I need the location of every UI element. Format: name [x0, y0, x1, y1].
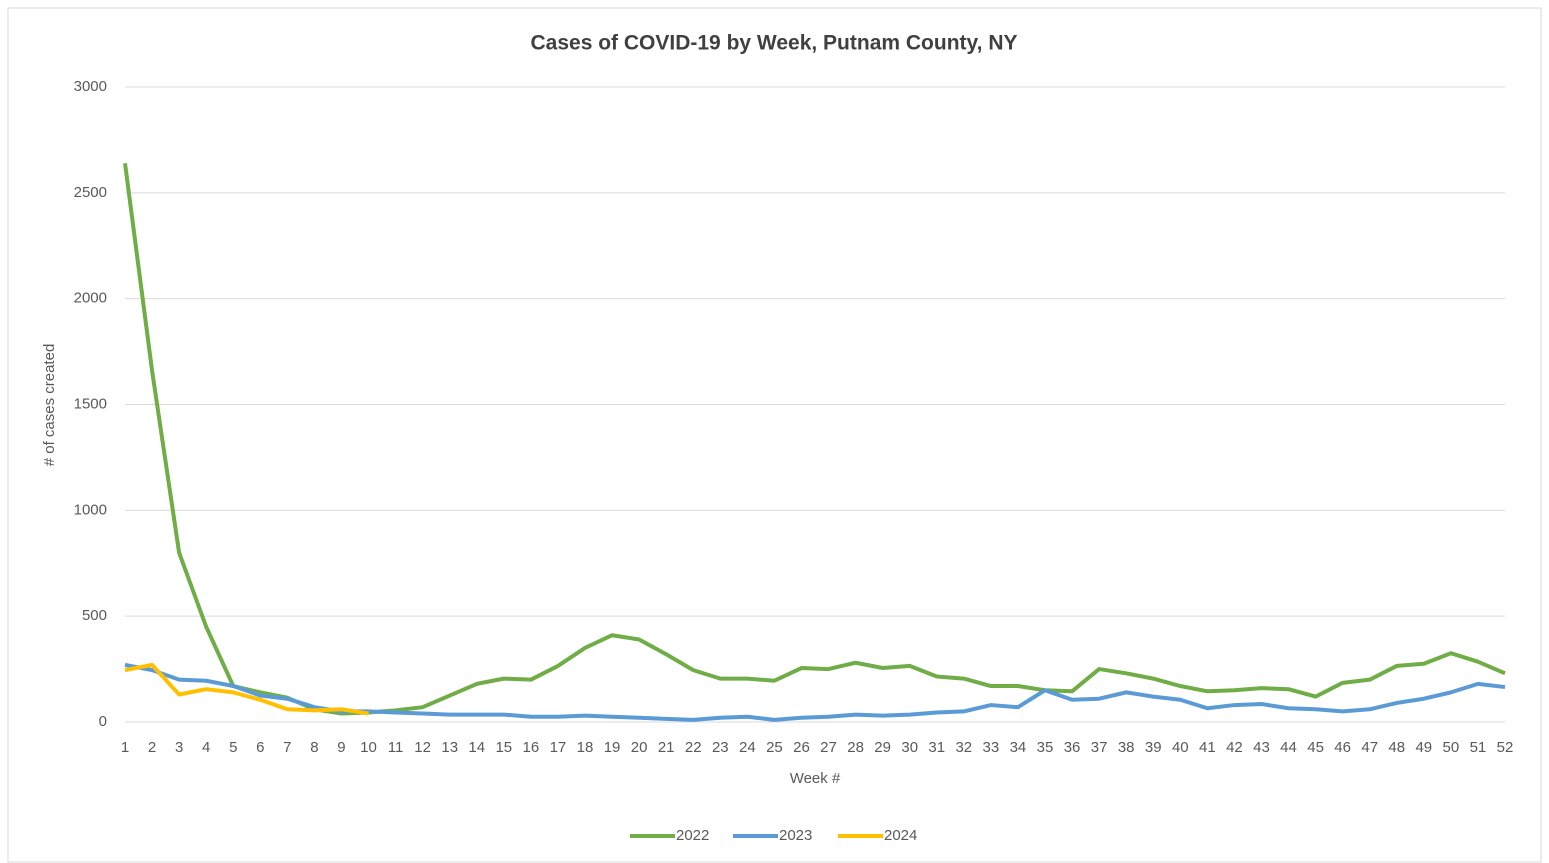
x-tick-label: 30 [901, 739, 918, 756]
legend-label: 2023 [779, 827, 812, 844]
x-tick-label: 41 [1199, 739, 1216, 756]
y-tick-label: 2500 [74, 184, 107, 201]
x-tick-label: 52 [1497, 739, 1514, 756]
y-tick-label: 3000 [74, 78, 107, 95]
x-tick-label: 34 [1010, 739, 1027, 756]
x-tick-label: 38 [1118, 739, 1135, 756]
x-tick-label: 37 [1091, 739, 1108, 756]
x-tick-label: 35 [1037, 739, 1054, 756]
x-tick-label: 50 [1443, 739, 1460, 756]
x-tick-label: 29 [874, 739, 891, 756]
x-tick-label: 10 [360, 739, 377, 756]
x-tick-label: 12 [414, 739, 431, 756]
chart-border [7, 7, 1542, 863]
series-line [124, 662, 369, 716]
x-tick-label: 49 [1415, 739, 1432, 756]
x-tick-label: 7 [283, 739, 291, 756]
x-tick-label: 5 [229, 739, 237, 756]
x-tick-label: 33 [983, 739, 1000, 756]
x-tick-label: 3 [175, 739, 183, 756]
x-tick-label: 42 [1226, 739, 1243, 756]
x-tick-label: 16 [523, 739, 540, 756]
y-axis-label: # of cases created [41, 344, 58, 467]
x-tick-label: 51 [1470, 739, 1487, 756]
x-tick-label: 28 [847, 739, 864, 756]
x-tick-label: 32 [955, 739, 972, 756]
x-tick-label: 2 [148, 739, 156, 756]
x-tick-label: 39 [1145, 739, 1162, 756]
x-tick-label: 14 [468, 739, 485, 756]
y-tick-label: 0 [99, 713, 107, 730]
legend-label: 2022 [676, 827, 709, 844]
x-tick-label: 46 [1334, 739, 1351, 756]
x-tick-label: 25 [766, 739, 783, 756]
x-tick-label: 48 [1388, 739, 1405, 756]
x-tick-label: 47 [1361, 739, 1378, 756]
x-tick-label: 23 [712, 739, 729, 756]
x-axis-label: Week # [790, 770, 841, 787]
chart-title: Cases of COVID-19 by Week, Putnam County… [531, 32, 1018, 55]
y-tick-label: 2000 [74, 290, 107, 307]
x-tick-label: 20 [631, 739, 648, 756]
x-tick-label: 44 [1280, 739, 1297, 756]
x-tick-label: 21 [658, 739, 675, 756]
y-tick-label: 1000 [74, 501, 107, 518]
y-tick-label: 500 [82, 607, 107, 624]
x-tick-label: 17 [550, 739, 567, 756]
legend-label: 2024 [884, 827, 917, 844]
x-tick-label: 15 [495, 739, 512, 756]
x-tick-label: 22 [685, 739, 702, 756]
x-tick-label: 31 [928, 739, 945, 756]
x-tick-label: 27 [820, 739, 837, 756]
x-tick-label: 13 [441, 739, 458, 756]
x-tick-label: 4 [202, 739, 210, 756]
x-tick-label: 9 [337, 739, 345, 756]
x-tick-label: 40 [1172, 739, 1189, 756]
x-tick-label: 8 [310, 739, 318, 756]
x-tick-label: 43 [1253, 739, 1270, 756]
x-tick-label: 6 [256, 739, 264, 756]
x-tick-label: 19 [604, 739, 621, 756]
x-tick-label: 45 [1307, 739, 1324, 756]
x-tick-label: 11 [388, 739, 404, 756]
x-tick-label: 24 [739, 739, 756, 756]
x-tick-label: 18 [577, 739, 594, 756]
x-tick-label: 26 [793, 739, 810, 756]
x-tick-label: 1 [121, 739, 129, 756]
x-tick-label: 36 [1064, 739, 1081, 756]
y-tick-label: 1500 [74, 395, 107, 412]
